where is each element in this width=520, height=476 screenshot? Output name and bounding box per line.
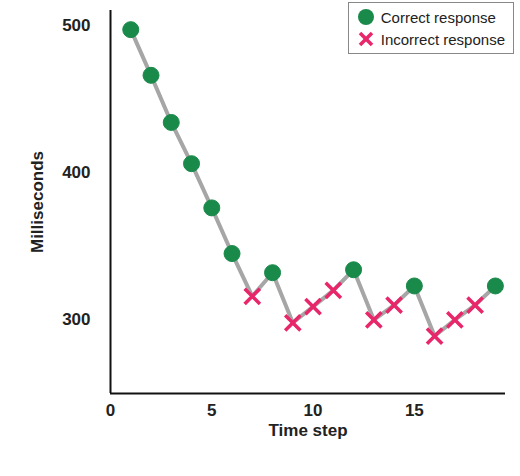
svg-text:500: 500 [62, 16, 90, 35]
svg-text:15: 15 [405, 401, 424, 420]
svg-text:300: 300 [62, 310, 90, 329]
html-text:Correct response: Correct response [380, 8, 496, 26]
svg-text:Time step: Time step [268, 421, 347, 440]
svg-text:5: 5 [207, 401, 216, 420]
svg-text:Milliseconds: Milliseconds [28, 151, 47, 253]
svg-text:10: 10 [304, 401, 323, 420]
html-text:Incorrect response: Incorrect response [380, 30, 505, 48]
svg-text:0: 0 [106, 401, 115, 420]
svg-text:400: 400 [62, 163, 90, 182]
